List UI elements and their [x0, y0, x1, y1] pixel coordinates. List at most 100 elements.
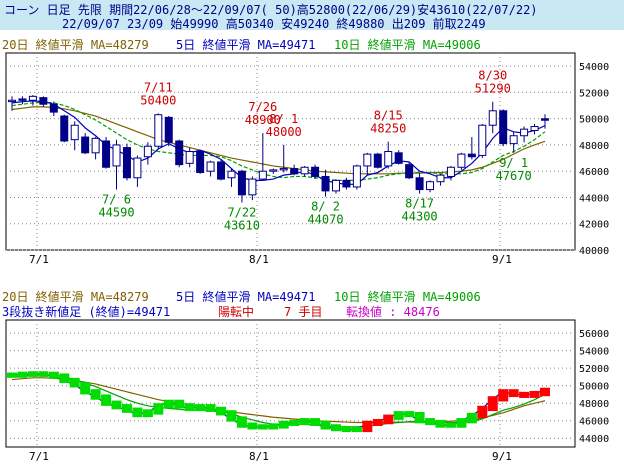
annotation-date: 8/ 1	[269, 112, 298, 126]
candle-body	[436, 174, 445, 183]
annotation-date: 8/15	[374, 109, 403, 123]
kagi-block	[7, 372, 17, 378]
kagi-block	[351, 426, 362, 433]
candle-body	[206, 161, 215, 172]
top-legend-ma20: 20日 終値平滑 MA=48279	[2, 38, 149, 52]
annotation-date: 8/30	[478, 69, 507, 83]
candle-body	[321, 175, 330, 192]
kagi-block	[101, 394, 112, 406]
kagi-block	[174, 399, 185, 409]
kagi-block	[289, 419, 300, 426]
kagi-block	[27, 371, 38, 377]
kagi-block	[38, 371, 49, 377]
candle-body	[217, 161, 226, 180]
kagi-block	[383, 414, 394, 425]
candle-body	[39, 97, 48, 105]
kagi-block	[466, 412, 477, 424]
annotation-date: 7/11	[144, 80, 173, 94]
header-line-2: 22/09/07 23/09 始49990 高50340 安49240 終498…	[62, 17, 486, 31]
candle-body	[352, 165, 361, 188]
ma20-line	[11, 106, 546, 175]
candle-body	[237, 170, 246, 196]
bottom-status-count: 7 手目	[284, 305, 323, 319]
kagi-block	[477, 405, 488, 419]
top-y-tick-label: 42000	[579, 220, 609, 231]
annotation-value: 43610	[224, 219, 260, 233]
annotation-value: 44590	[98, 206, 134, 220]
kagi-block	[330, 424, 341, 432]
candle-body	[248, 178, 257, 196]
top-y-tick-label: 40000	[579, 246, 609, 257]
kagi-block	[529, 390, 540, 398]
bottom-x-tick-label: 8/1	[249, 450, 269, 463]
kagi-block	[59, 373, 70, 384]
kagi-block	[17, 371, 28, 378]
bottom-y-tick-label: 50000	[579, 382, 609, 393]
header-bar	[0, 0, 624, 30]
candle-body	[478, 124, 487, 156]
candle-body	[91, 137, 100, 154]
top-x-tick-label: 7/1	[29, 253, 49, 266]
candle-body	[509, 135, 518, 145]
top-x-tick-label: 8/1	[249, 253, 269, 266]
candle-body	[363, 153, 372, 167]
candle-body	[331, 179, 340, 192]
kagi-block	[205, 404, 216, 412]
candle-body	[541, 118, 549, 121]
kagi-block	[69, 377, 80, 388]
bottom-legend-ma5: 5日 終値平滑 MA=49471	[176, 290, 316, 304]
candle-body	[60, 115, 69, 142]
candle-body	[164, 116, 173, 143]
candle-body	[70, 124, 79, 141]
annotation-value: 44070	[307, 213, 343, 227]
candle-body	[122, 147, 131, 179]
kagi-block	[425, 418, 436, 426]
kagi-block	[121, 404, 132, 413]
bottom-x-tick-label: 7/1	[29, 450, 49, 463]
candle-body	[49, 103, 58, 113]
kagi-block	[247, 422, 258, 430]
annotation-value: 50400	[140, 93, 176, 107]
candle-body	[154, 114, 163, 147]
top-y-tick-label: 46000	[579, 167, 609, 178]
bottom-y-tick-label: 52000	[579, 364, 609, 375]
candle-body	[394, 152, 403, 164]
bottom-legend-ma20: 20日 終値平滑 MA=48279	[2, 290, 149, 304]
candle-body	[342, 179, 351, 188]
candle-body	[133, 157, 142, 179]
kagi-block	[278, 420, 289, 429]
kagi-block	[404, 411, 415, 418]
candle-body	[499, 110, 508, 145]
top-legend-ma5: 5日 終値平滑 MA=49471	[176, 38, 316, 52]
top-x-tick-label: 9/1	[492, 253, 512, 266]
candle-body	[467, 153, 476, 158]
kagi-block	[216, 406, 227, 416]
kagi-block	[132, 407, 143, 418]
bottom-y-tick-label: 48000	[579, 399, 609, 410]
kagi-block	[310, 418, 321, 426]
bottom-ma5-line	[11, 373, 546, 431]
kagi-block	[508, 389, 519, 398]
kagi-block	[299, 418, 310, 426]
candle-body	[488, 110, 497, 126]
candle-body	[227, 170, 236, 179]
annotation-date: 7/26	[248, 100, 277, 114]
candle-body	[18, 98, 27, 101]
kagi-block	[268, 423, 279, 430]
bottom-status-close: 3段抜き新値足 (終値)=49471	[2, 305, 171, 319]
top-legend-ma10: 10日 終値平滑 MA=49006	[334, 38, 481, 52]
kagi-block	[435, 419, 446, 428]
kagi-block	[142, 409, 153, 418]
kagi-block	[393, 411, 404, 420]
kagi-block	[226, 410, 237, 422]
kagi-block	[456, 418, 467, 428]
annotation-date: 9/ 1	[499, 156, 528, 170]
candle-body	[185, 151, 194, 164]
top-y-tick-label: 54000	[579, 62, 609, 73]
candle-body	[446, 166, 455, 177]
kagi-block	[372, 418, 383, 426]
candle-body	[269, 169, 278, 172]
bottom-ma20-line	[11, 377, 546, 424]
annotation-value: 47670	[496, 169, 532, 183]
